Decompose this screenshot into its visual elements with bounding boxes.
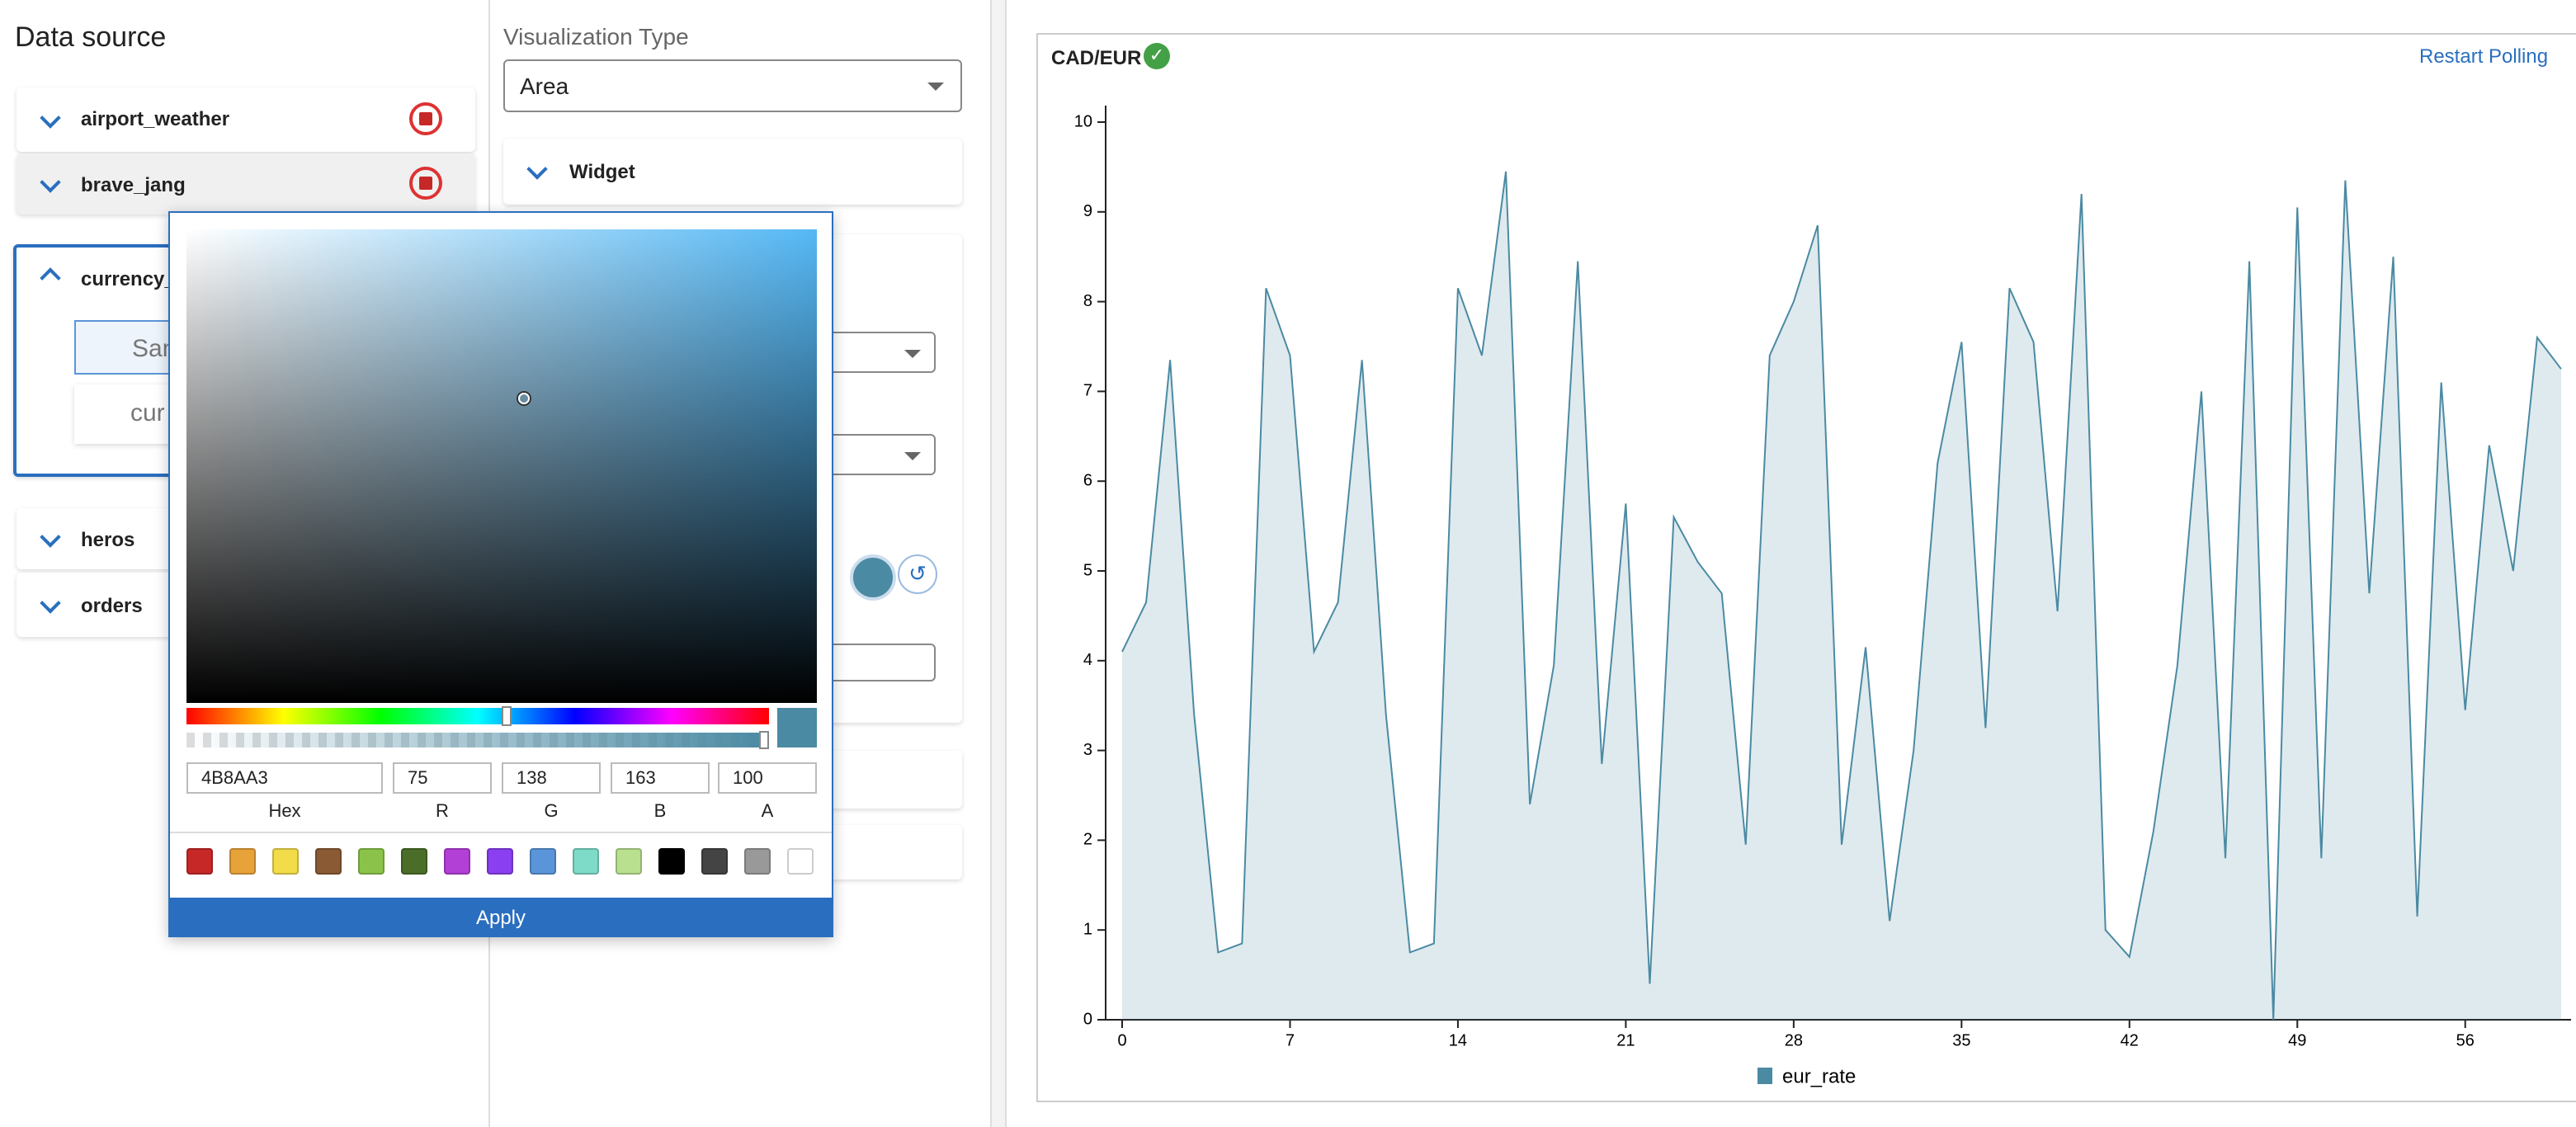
input-label: B [653,802,667,822]
chart-card [1036,33,2576,1102]
alpha-slider[interactable] [186,731,769,749]
x-tick-label: 7 [1286,1031,1295,1049]
x-tick-label: 35 [1952,1031,1970,1049]
color-swatch[interactable] [229,848,256,875]
b-input[interactable]: 163 [611,762,710,794]
y-tick-label: 1 [1083,920,1092,938]
color-swatch[interactable] [616,848,642,875]
x-tick-label: 21 [1616,1031,1635,1049]
source-name: brave_jang [81,173,186,196]
color-swatch[interactable] [444,848,470,875]
r-input[interactable]: 75 [393,762,492,794]
y-tick-label: 5 [1083,561,1092,579]
y-tick-label: 0 [1083,1010,1092,1028]
color-swatch[interactable] [487,848,513,875]
splitter[interactable] [990,0,1007,1127]
color-swatch[interactable] [573,848,599,875]
x-tick-label: 28 [1785,1031,1803,1049]
y-tick-label: 3 [1083,741,1092,759]
source-name: currency_ [81,267,176,290]
hue-slider[interactable] [186,706,769,726]
color-swatch[interactable] [315,848,342,875]
y-tick-label: 9 [1083,202,1092,220]
color-swatch[interactable] [530,848,556,875]
input-label: R [436,802,449,822]
x-tick-label: 0 [1117,1031,1126,1049]
source-name: heros [81,528,135,551]
separator [170,832,832,833]
x-tick-label: 56 [2456,1031,2475,1049]
color-preview [777,708,817,747]
x-tick-label: 14 [1449,1031,1467,1049]
input-label: A [761,802,774,822]
picker-cursor[interactable] [518,393,530,404]
swatch-row [170,848,832,878]
a-input[interactable]: 100 [718,762,817,794]
color-swatch[interactable] [658,848,685,875]
stop-button[interactable] [409,102,442,135]
color-swatch[interactable] [787,848,814,875]
color-swatch[interactable] [358,848,385,875]
input-label: Hex [268,802,301,822]
source-card[interactable]: brave_jang [17,153,475,215]
status-icon: ✓ [1144,43,1170,69]
field-label: Visualization Type [503,23,689,50]
area-fill [1122,171,2561,1021]
color-swatch[interactable] [401,848,427,875]
type-select[interactable]: Area [503,59,962,112]
child-name: cur [130,399,165,427]
x-tick-label: 49 [2288,1031,2306,1049]
panel-title: Data source [15,21,167,53]
x-tick-label: 42 [2121,1031,2139,1049]
section-card[interactable]: Widget [503,139,962,205]
y-tick-label: 10 [1074,112,1092,130]
stop-button[interactable] [409,167,442,200]
input-label: G [544,802,559,822]
hex-input[interactable]: 4B8AA3 [186,762,383,794]
source-name: airport_weather [81,107,230,130]
y-tick-label: 6 [1083,471,1092,489]
color-swatch[interactable] [744,848,771,875]
reset-button[interactable]: ↺ [898,554,937,594]
color-button[interactable] [850,554,896,601]
legend-label: eur_rate [1782,1065,1856,1087]
color-swatch[interactable] [186,848,213,875]
section-name: Widget [569,160,635,183]
y-tick-label: 7 [1083,382,1092,400]
color-swatch[interactable] [701,848,728,875]
source-name: orders [81,594,143,617]
legend-swatch [1757,1068,1772,1084]
alpha-handle[interactable] [759,731,769,749]
apply-button[interactable]: Apply [170,898,832,937]
source-card[interactable]: airport_weather [17,87,475,152]
y-tick-label: 2 [1083,831,1092,849]
select-value: Area [520,73,569,99]
area-line [1121,171,2562,1021]
hue-handle[interactable] [502,706,512,726]
g-input[interactable]: 138 [502,762,601,794]
y-tick-label: 8 [1083,292,1092,310]
chart-title: CAD/EUR [1051,46,1142,69]
color-swatch[interactable] [272,848,299,875]
color-picker: 4B8AA3 75 138 163 100 Hex R G B A Apply [168,211,833,937]
y-tick-label: 4 [1083,651,1092,669]
saturation-area[interactable] [186,229,817,703]
restart-polling[interactable]: Restart Polling [2419,45,2549,68]
